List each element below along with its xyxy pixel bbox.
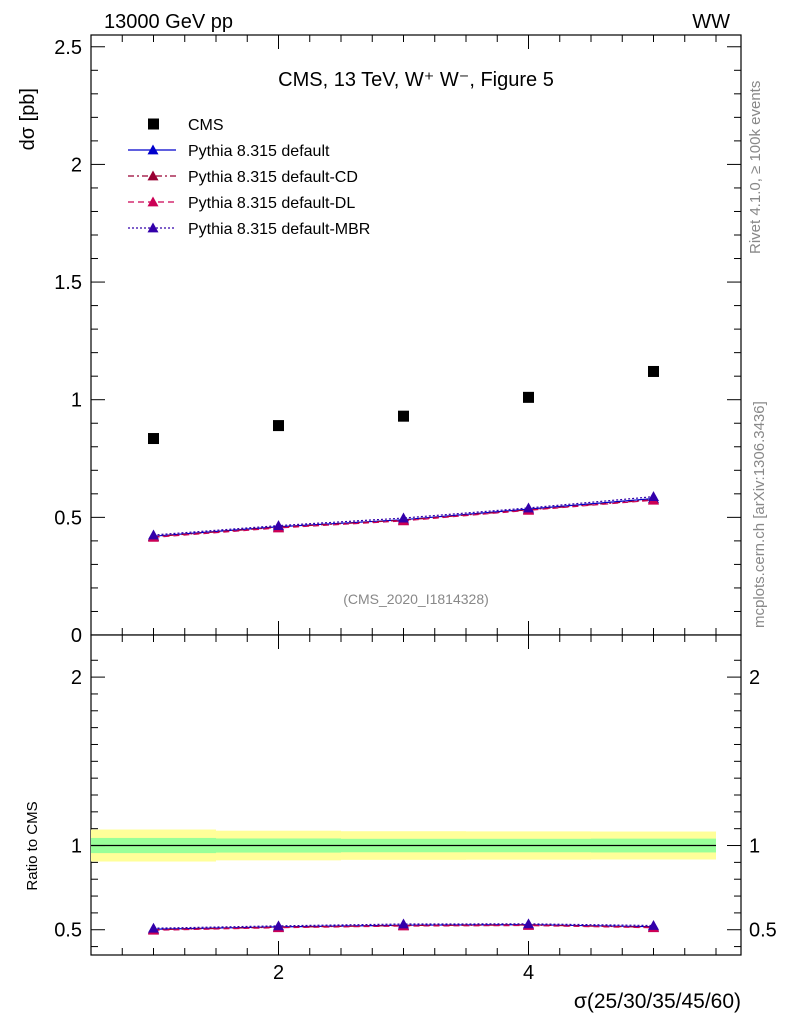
cms-data-point [273, 420, 284, 432]
legend-label: Pythia 8.315 default-CD [188, 169, 358, 186]
legend-marker [147, 222, 159, 233]
main-series [148, 365, 659, 542]
mc-marker [648, 491, 659, 502]
ratio-series [148, 918, 659, 935]
ratio-y-tick-label: 2 [71, 667, 82, 689]
cms-data-point [523, 391, 534, 403]
mc-marker [148, 529, 159, 540]
legend-label: Pythia 8.315 default [188, 143, 330, 160]
main-x-ticks [90, 35, 717, 635]
ratio-y-tick-label-right: 0.5 [749, 920, 777, 942]
ratio-y-tick-label-right: 2 [749, 667, 760, 689]
main-y-axis-label: dσ [pb] [17, 88, 39, 150]
ratio-marker [273, 920, 284, 931]
legend-label: Pythia 8.315 default-MBR [188, 221, 370, 238]
main-panel: 0 0.5 1 1.5 2 2.5 CMS, 13 TeV, W⁺ W⁻, Figure … [17, 34, 742, 647]
ratio-marker [148, 922, 159, 933]
cms-data-point [648, 365, 659, 377]
legend-marker [147, 144, 159, 155]
legend-label: Pythia 8.315 default-DL [188, 195, 355, 212]
ratio-y-tick-label: 1 [71, 836, 82, 858]
ratio-frame [90, 634, 742, 956]
legend-marker [147, 170, 159, 181]
legend-marker [147, 196, 159, 207]
ratio-x-tick-label: 4 [523, 962, 534, 984]
ratio-y-tick-label: 0.5 [54, 920, 82, 942]
mc-curve-3 [153, 496, 654, 536]
cms-data-point [398, 410, 409, 422]
ratio-marker [523, 918, 534, 929]
chart-title: CMS, 13 TeV, W⁺ W⁻, Figure 5 [278, 69, 554, 91]
ratio-curve-3 [153, 923, 654, 929]
ratio-marker [648, 920, 659, 930]
ratio-marker [398, 918, 409, 929]
legend-marker-cms [148, 118, 159, 130]
rivet-version-label: Rivet 4.1.0, ≥ 100k events [747, 81, 764, 254]
legend: CMS Pythia 8.315 default Pythia 8.315 defa… [128, 117, 370, 238]
ratio-x-tick-label: 2 [273, 962, 284, 984]
collision-energy-label: 13000 GeV pp [104, 11, 233, 33]
x-axis-label: σ(25/30/35/45/60) [574, 990, 741, 1013]
main-y-tick-label: 2.5 [54, 37, 82, 59]
main-y-ticks: 0 0.5 1 1.5 2 2.5 [54, 37, 741, 647]
ratio-y-axis-label: Ratio to CMS [24, 801, 41, 890]
analysis-label: (CMS_2020_I1814328) [343, 591, 489, 607]
mc-marker [523, 502, 534, 513]
cms-data-point [148, 433, 159, 445]
ratio-curve-1 [153, 924, 654, 931]
mc-marker [273, 520, 284, 530]
process-label: WW [692, 11, 730, 33]
legend-label: CMS [188, 117, 224, 134]
main-y-tick-label: 1 [71, 390, 82, 412]
main-y-tick-label: 0.5 [54, 507, 82, 529]
ratio-y-tick-label-right: 1 [749, 836, 760, 858]
main-y-tick-label: 1.5 [54, 272, 82, 294]
ratio-y-ticks: 0.5 0.5 1 1 2 2 [54, 659, 777, 948]
main-y-tick-label: 2 [71, 154, 82, 176]
main-y-tick-label: 0 [71, 625, 82, 647]
mcplots-label: mcplots.cern.ch [arXiv:1306.3436] [751, 401, 768, 628]
mc-marker [398, 512, 409, 523]
main-frame [90, 34, 742, 636]
ratio-bands [91, 829, 716, 862]
